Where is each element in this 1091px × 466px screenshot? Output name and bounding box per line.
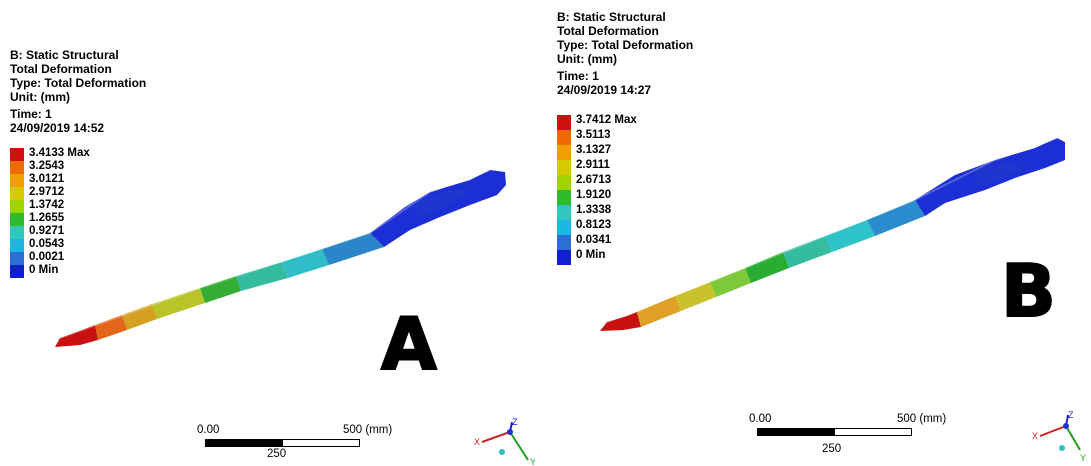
legend-label: 3.4133 Max [29,147,90,159]
legend-label: 0.0341 [576,234,612,246]
blade-mesh [55,169,506,347]
result-type: Type: Total Deformation [557,38,694,52]
legend-swatch [557,205,571,220]
legend-label: 2.9712 [29,186,65,198]
scale-bar-filled [758,429,835,435]
scale-bar: 0.00 500 (mm) 250 [197,424,415,466]
result-unit: Unit: (mm) [10,90,70,104]
legend-label: 3.1327 [576,144,612,156]
legend-label: 1.2655 [29,212,65,224]
result-header: B: Static Structural Total Deformation T… [557,10,693,97]
legend-label: 1.3338 [576,204,612,216]
contour-legend: 3.7412 Max 3.5113 3.1327 2.9111 2.6713 1… [557,114,707,275]
result-header: B: Static Structural Total Deformation T… [10,48,146,135]
scale-bar-graphic [205,439,360,447]
legend-swatch [557,250,571,265]
result-panel-b: B: Static Structural Total Deformation T… [545,0,1091,466]
blade-model-view[interactable] [0,0,545,466]
legend-swatch [557,145,571,160]
legend-label: 0.0543 [29,238,65,250]
legend-label: 3.5113 [576,129,611,141]
legend-swatch [10,200,24,213]
scale-bar-filled [206,440,283,446]
axis-triad[interactable]: X Y Z [470,418,535,466]
legend-label: 0.8123 [576,219,612,231]
legend-label: 0.9271 [29,225,65,237]
scale-bar-graphic [757,428,912,436]
legend-swatch [557,190,571,205]
result-unit: Unit: (mm) [557,52,617,66]
scale-bar: 0.00 500 (mm) 250 [749,413,977,461]
axis-y-label: Y [1080,453,1086,463]
legend-label: 0 Min [29,264,59,276]
scale-start-label: 0.00 [197,424,220,436]
result-time: Time: 1 [10,107,52,121]
legend-swatch [10,174,24,187]
legend-label: 2.6713 [576,174,612,186]
result-date: 24/09/2019 14:27 [557,83,652,97]
axis-x-label: X [1032,431,1038,441]
legend-swatch [10,226,24,239]
blade-model-view[interactable] [545,0,1091,466]
result-date: 24/09/2019 14:52 [10,121,105,135]
axis-z-label: Z [512,418,518,427]
legend-label: 3.7412 Max [576,114,637,126]
axis-triad[interactable]: X Y Z [1030,410,1090,464]
legend-label: 0.0021 [29,251,65,263]
legend-label: 3.0121 [29,173,65,185]
result-type: Type: Total Deformation [10,76,147,90]
panel-label-a: A [380,302,438,386]
legend-label: 1.3742 [29,199,65,211]
legend-swatch [557,160,571,175]
legend-swatch [10,252,24,265]
panel-label-b: B [1000,249,1057,333]
legend-label: 3.2543 [29,160,65,172]
legend-swatch [557,235,571,250]
axis-x-label: X [474,437,480,447]
legend-label: 1.9120 [576,189,612,201]
axis-z-label: Z [1068,410,1074,420]
legend-swatch [557,175,571,190]
scale-mid-label: 250 [822,443,842,455]
legend-swatch [10,213,24,226]
analysis-name: B: Static Structural [557,10,666,24]
scale-end-label: 500 (mm) [343,424,393,436]
analysis-name: B: Static Structural [10,48,119,62]
legend-swatch [557,220,571,235]
scale-start-label: 0.00 [749,413,772,425]
result-time: Time: 1 [557,69,599,83]
legend-swatch [10,265,24,278]
legend-swatch [10,161,24,174]
result-name: Total Deformation [10,62,112,76]
legend-swatch [10,239,24,252]
legend-swatch [557,115,571,130]
contour-legend: 3.4133 Max 3.2543 3.0121 2.9712 1.3742 1… [10,147,160,288]
result-name: Total Deformation [557,24,659,38]
legend-label: 2.9111 [576,159,610,171]
blade-mesh [600,137,1065,331]
legend-swatch [557,130,571,145]
scale-end-label: 500 (mm) [897,413,947,425]
legend-swatch [10,148,24,161]
legend-label: 0 Min [576,249,606,261]
scale-mid-label: 250 [267,448,287,460]
axis-y-label: Y [530,457,535,466]
result-panel-a: B: Static Structural Total Deformation T… [0,0,545,466]
legend-swatch [10,187,24,200]
